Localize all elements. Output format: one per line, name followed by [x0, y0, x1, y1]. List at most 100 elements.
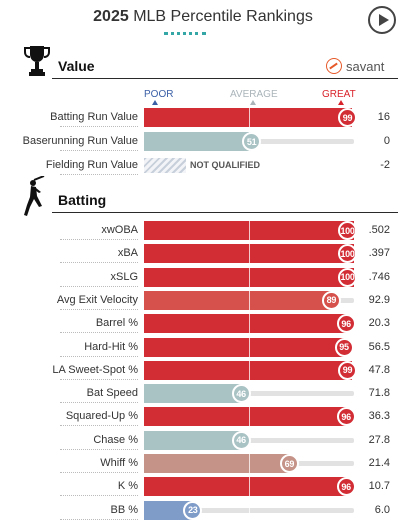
metric-value: 36.3 [368, 410, 390, 423]
metric-row[interactable]: Baserunning Run Value 51 0 [0, 132, 406, 151]
metric-label-underline [60, 355, 138, 357]
metric-label-underline [60, 239, 138, 240]
metric-row[interactable]: Barrel % 96 20.3 [0, 314, 406, 334]
metric-row[interactable]: Hard-Hit % 95 56.5 [0, 337, 406, 357]
metric-row[interactable]: xwOBA 100 .502 [0, 221, 406, 240]
metric-value: 20.3 [368, 317, 390, 330]
metric-value: 16 [377, 111, 390, 123]
metric-row[interactable]: BB % 23 6.0 [0, 500, 406, 520]
metric-value: 10.7 [368, 480, 390, 493]
metric-label: xSLG [110, 270, 138, 283]
average-marker [249, 267, 250, 287]
percentile-badge: 89 [321, 290, 341, 310]
metric-label: Avg Exit Velocity [56, 293, 138, 306]
metric-label-underline [60, 262, 138, 264]
metric-row[interactable]: xBA 100 .397 [0, 244, 406, 264]
metric-label: Squared-Up % [65, 410, 138, 423]
metric-label: LA Sweet-Spot % [52, 363, 138, 376]
metric-value: 92.9 [368, 293, 390, 306]
metric-value: .746 [368, 270, 390, 283]
scale-poor-label: POOR [144, 89, 174, 100]
metric-value: 47.8 [368, 363, 390, 376]
metric-label: Bat Speed [86, 387, 138, 400]
metric-label-underline [60, 126, 138, 127]
metric-label: Hard-Hit % [84, 340, 138, 353]
metric-label: xwOBA [101, 224, 138, 236]
metric-label-underline [60, 425, 138, 427]
metric-label-underline [60, 150, 138, 151]
metric-label: BB % [110, 503, 138, 516]
average-marker [249, 500, 250, 520]
title-text: MLB Percentile Rankings [133, 8, 313, 25]
percentile-badge: 100 [338, 244, 357, 264]
average-marker [249, 108, 250, 127]
metric-value: 71.8 [368, 387, 390, 400]
savant-logo[interactable]: savant [326, 58, 384, 74]
percentile-bar [144, 477, 346, 497]
metric-label: Barrel % [95, 317, 138, 330]
play-button[interactable] [368, 6, 396, 34]
percentile-bar [144, 500, 193, 520]
metric-value: .397 [368, 247, 390, 260]
metric-value: 0 [383, 135, 390, 147]
metric-label-underline [60, 308, 138, 310]
metric-label: Fielding Run Value [45, 159, 138, 171]
metric-value: .502 [368, 224, 390, 236]
metric-row[interactable]: Fielding Run Value NOT QUALIFIED -2 [0, 156, 406, 175]
metric-label-underline [60, 332, 138, 334]
metric-label-underline [60, 402, 138, 404]
value-section-title: Value [58, 58, 95, 74]
percentile-bar [144, 454, 289, 473]
average-marker [249, 407, 250, 427]
metric-value: 56.5 [368, 340, 390, 353]
percentile-badge: 96 [336, 477, 356, 497]
metric-row[interactable]: xSLG 100 .746 [0, 267, 406, 287]
metric-row[interactable]: K % 96 10.7 [0, 477, 406, 497]
percentile-bar [144, 132, 252, 151]
scale-average-arrow-icon [250, 100, 256, 105]
value-section-divider [52, 78, 398, 79]
page-title: 2025 MLB Percentile Rankings [0, 8, 406, 26]
scale-average-label: AVERAGE [230, 89, 278, 100]
metric-row[interactable]: Bat Speed 46 71.8 [0, 384, 406, 404]
percentile-badge: 96 [336, 407, 356, 427]
metric-label: Baserunning Run Value [22, 135, 138, 147]
metric-value: -2 [380, 159, 390, 171]
average-marker [249, 244, 250, 264]
average-marker [249, 337, 250, 357]
percentile-badge: 100 [338, 267, 357, 287]
savant-brand-text: savant [346, 58, 385, 74]
metric-label-underline [60, 174, 138, 175]
metric-label-underline [60, 495, 138, 497]
metric-label-underline [60, 378, 138, 380]
metric-row[interactable]: LA Sweet-Spot % 99 47.8 [0, 360, 406, 380]
percentile-badge: 46 [231, 430, 251, 450]
title-year: 2025 [93, 8, 129, 25]
scale-poor-arrow-icon [152, 100, 158, 105]
average-marker [249, 290, 250, 310]
metric-row[interactable]: Batting Run Value 99 16 [0, 108, 406, 127]
percentile-badge: 99 [338, 360, 357, 380]
average-marker [249, 221, 250, 240]
metric-row[interactable]: Whiff % 69 21.4 [0, 454, 406, 473]
scale-great-label: GREAT [322, 89, 356, 100]
not-qualified-label: NOT QUALIFIED [190, 160, 260, 170]
metric-label-underline [60, 285, 138, 287]
scale-great-arrow-icon [338, 100, 344, 105]
metric-row[interactable]: Chase % 46 27.8 [0, 430, 406, 450]
percentile-badge: 100 [338, 221, 357, 240]
metric-value: 27.8 [368, 433, 390, 446]
percentile-badge: 95 [334, 337, 354, 357]
percentile-bar [144, 384, 241, 404]
batter-icon [24, 176, 45, 216]
metric-value: 6.0 [374, 503, 390, 516]
percentile-bar [144, 360, 352, 380]
not-qualified-hatch [144, 158, 186, 173]
metric-label: xBA [117, 247, 138, 260]
metric-row[interactable]: Avg Exit Velocity 89 92.9 [0, 290, 406, 310]
percentile-bar [144, 430, 241, 450]
percentile-badge: 96 [336, 314, 356, 334]
percentile-badge: 99 [338, 108, 357, 127]
metric-row[interactable]: Squared-Up % 96 36.3 [0, 407, 406, 427]
percentile-bar [144, 314, 346, 334]
